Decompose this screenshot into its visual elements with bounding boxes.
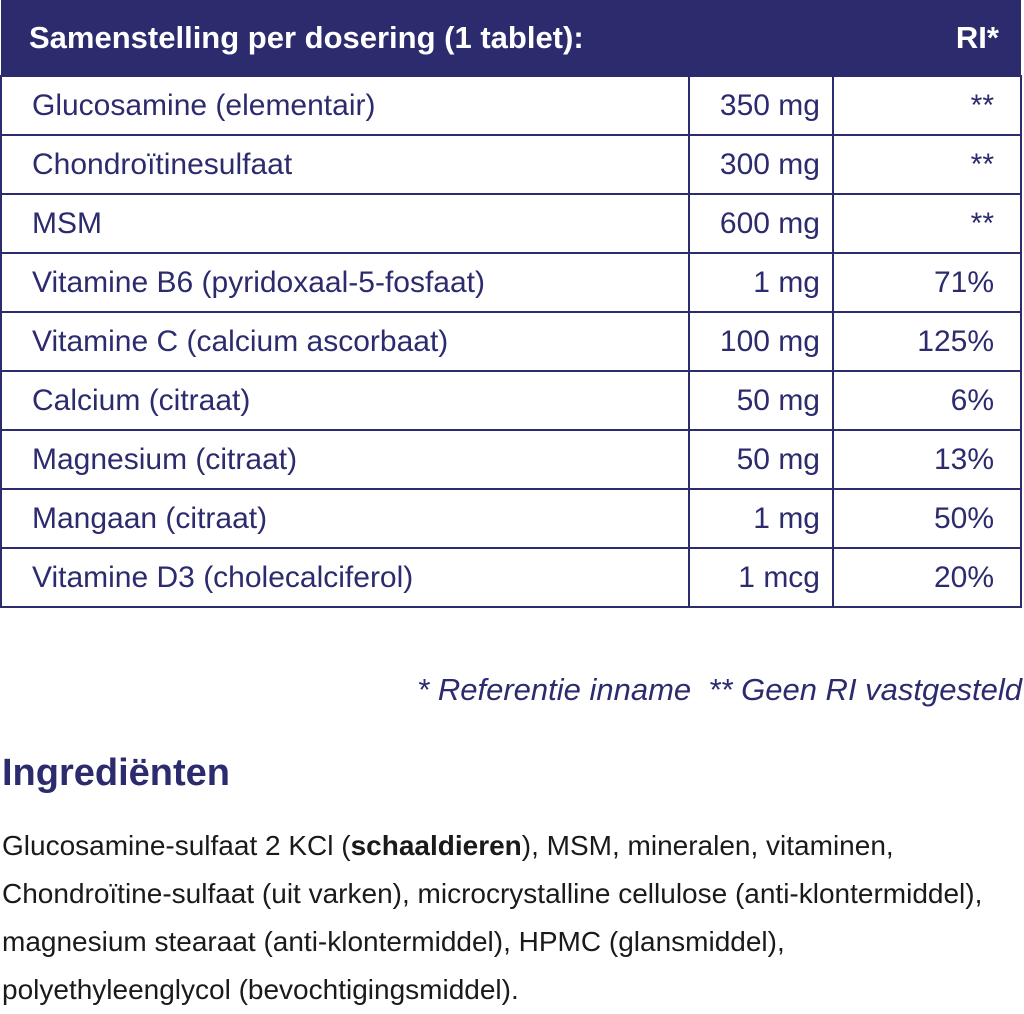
cell-amt: 600 mg <box>688 193 834 254</box>
ingredients-text: Glucosamine-sulfaat 2 KCl (schaaldieren)… <box>2 822 1017 1014</box>
table-row: MSM 600 mg ** <box>0 193 1022 254</box>
cell-name: MSM <box>0 193 690 254</box>
table-row: Vitamine D3 (cholecalciferol) 1 mcg 20% <box>0 547 1022 608</box>
text: ), MSM, mineralen, vitaminen, Chondroïti… <box>2 830 983 1005</box>
cell-name: Mangaan (citraat) <box>0 488 690 549</box>
table-body: Glucosamine (elementair) 350 mg ** Chondroï… <box>0 75 1022 608</box>
cell-amt: 100 mg <box>688 311 834 372</box>
cell-name: Vitamine D3 (cholecalciferol) <box>0 547 690 608</box>
cell-amt: 1 mg <box>688 252 834 313</box>
cell-ri: 20% <box>832 547 1022 608</box>
cell-ri: 125% <box>832 311 1022 372</box>
cell-name: Calcium (citraat) <box>0 370 690 431</box>
cell-ri: ** <box>832 75 1022 136</box>
cell-ri: ** <box>832 134 1022 195</box>
header-row: Samenstelling per dosering (1 tablet): R… <box>1 0 1021 76</box>
header-title: Samenstelling per dosering (1 tablet): <box>1 0 833 76</box>
header-ri: RI* <box>833 0 1021 76</box>
allergen: schaaldieren <box>350 830 522 861</box>
cell-name: Vitamine B6 (pyridoxaal-5-fosfaat) <box>0 252 690 313</box>
table-row: Vitamine B6 (pyridoxaal-5-fosfaat) 1 mg 71… <box>0 252 1022 313</box>
cell-name: Chondroïtinesulfaat <box>0 134 690 195</box>
table-row: Magnesium (citraat) 50 mg 13% <box>0 429 1022 490</box>
cell-amt: 350 mg <box>688 75 834 136</box>
cell-ri: ** <box>832 193 1022 254</box>
composition-table: Samenstelling per dosering (1 tablet): R… <box>0 0 1022 608</box>
cell-ri: 71% <box>832 252 1022 313</box>
cell-amt: 1 mcg <box>688 547 834 608</box>
table-row: Mangaan (citraat) 1 mg 50% <box>0 488 1022 549</box>
cell-ri: 6% <box>832 370 1022 431</box>
ingredients-title: Ingrediënten <box>2 752 231 794</box>
cell-ri: 13% <box>832 429 1022 490</box>
table-row: Calcium (citraat) 50 mg 6% <box>0 370 1022 431</box>
text: Glucosamine-sulfaat 2 KCl ( <box>2 830 351 861</box>
cell-amt: 50 mg <box>688 370 834 431</box>
footnote: * Referentie inname ** Geen RI vastgeste… <box>417 672 1022 707</box>
table-row: Glucosamine (elementair) 350 mg ** <box>0 75 1022 136</box>
cell-ri: 50% <box>832 488 1022 549</box>
cell-amt: 300 mg <box>688 134 834 195</box>
cell-name: Magnesium (citraat) <box>0 429 690 490</box>
cell-name: Vitamine C (calcium ascorbaat) <box>0 311 690 372</box>
cell-name: Glucosamine (elementair) <box>0 75 690 136</box>
table-row: Chondroïtinesulfaat 300 mg ** <box>0 134 1022 195</box>
table-row: Vitamine C (calcium ascorbaat) 100 mg 125% <box>0 311 1022 372</box>
cell-amt: 50 mg <box>688 429 834 490</box>
cell-amt: 1 mg <box>688 488 834 549</box>
